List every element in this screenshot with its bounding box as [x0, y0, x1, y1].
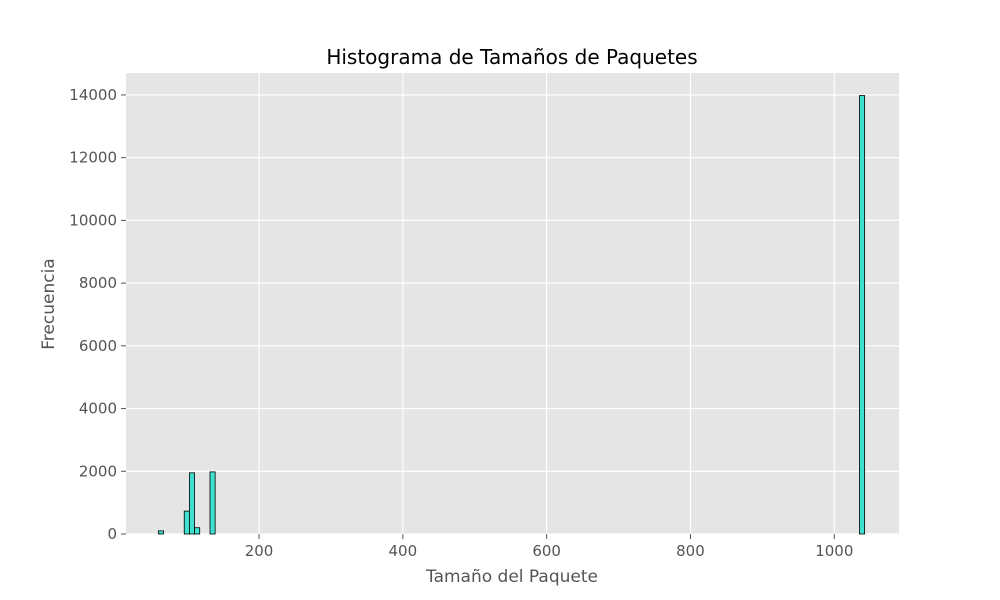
histogram-bar: [209, 471, 216, 535]
y-tick-label: 12000: [69, 149, 117, 167]
y-tick-label: 2000: [79, 462, 117, 480]
x-tick-label: 1000: [815, 542, 853, 560]
x-tick-label: 800: [676, 542, 705, 560]
histogram-bar: [157, 530, 164, 535]
axis-ticks: 200 400 600 800 1000020004000600080001000012…: [69, 86, 853, 560]
histogram-bar: [189, 472, 195, 535]
y-tick-label: 8000: [79, 274, 117, 292]
histogram-bar: [859, 95, 866, 535]
y-tick-label: 0: [107, 525, 117, 543]
y-tick-label: 6000: [79, 337, 117, 355]
y-axis-label: Frecuencia: [39, 258, 59, 349]
grid-lines: [126, 73, 899, 535]
histogram-bar: [183, 510, 190, 535]
x-tick-label: 600: [532, 542, 561, 560]
y-tick-label: 10000: [69, 211, 117, 229]
y-tick-label: 4000: [79, 400, 117, 418]
histogram-bars: [157, 95, 866, 535]
histogram-bar: [194, 527, 201, 535]
chart-title: Histograma de Tamaños de Paquetes: [326, 45, 697, 69]
x-tick-label: 400: [389, 542, 418, 560]
x-axis-label: Tamaño del Paquete: [425, 567, 598, 587]
x-tick-label: 200: [245, 542, 274, 560]
plot-area: [126, 73, 899, 534]
y-tick-label: 14000: [69, 86, 117, 104]
